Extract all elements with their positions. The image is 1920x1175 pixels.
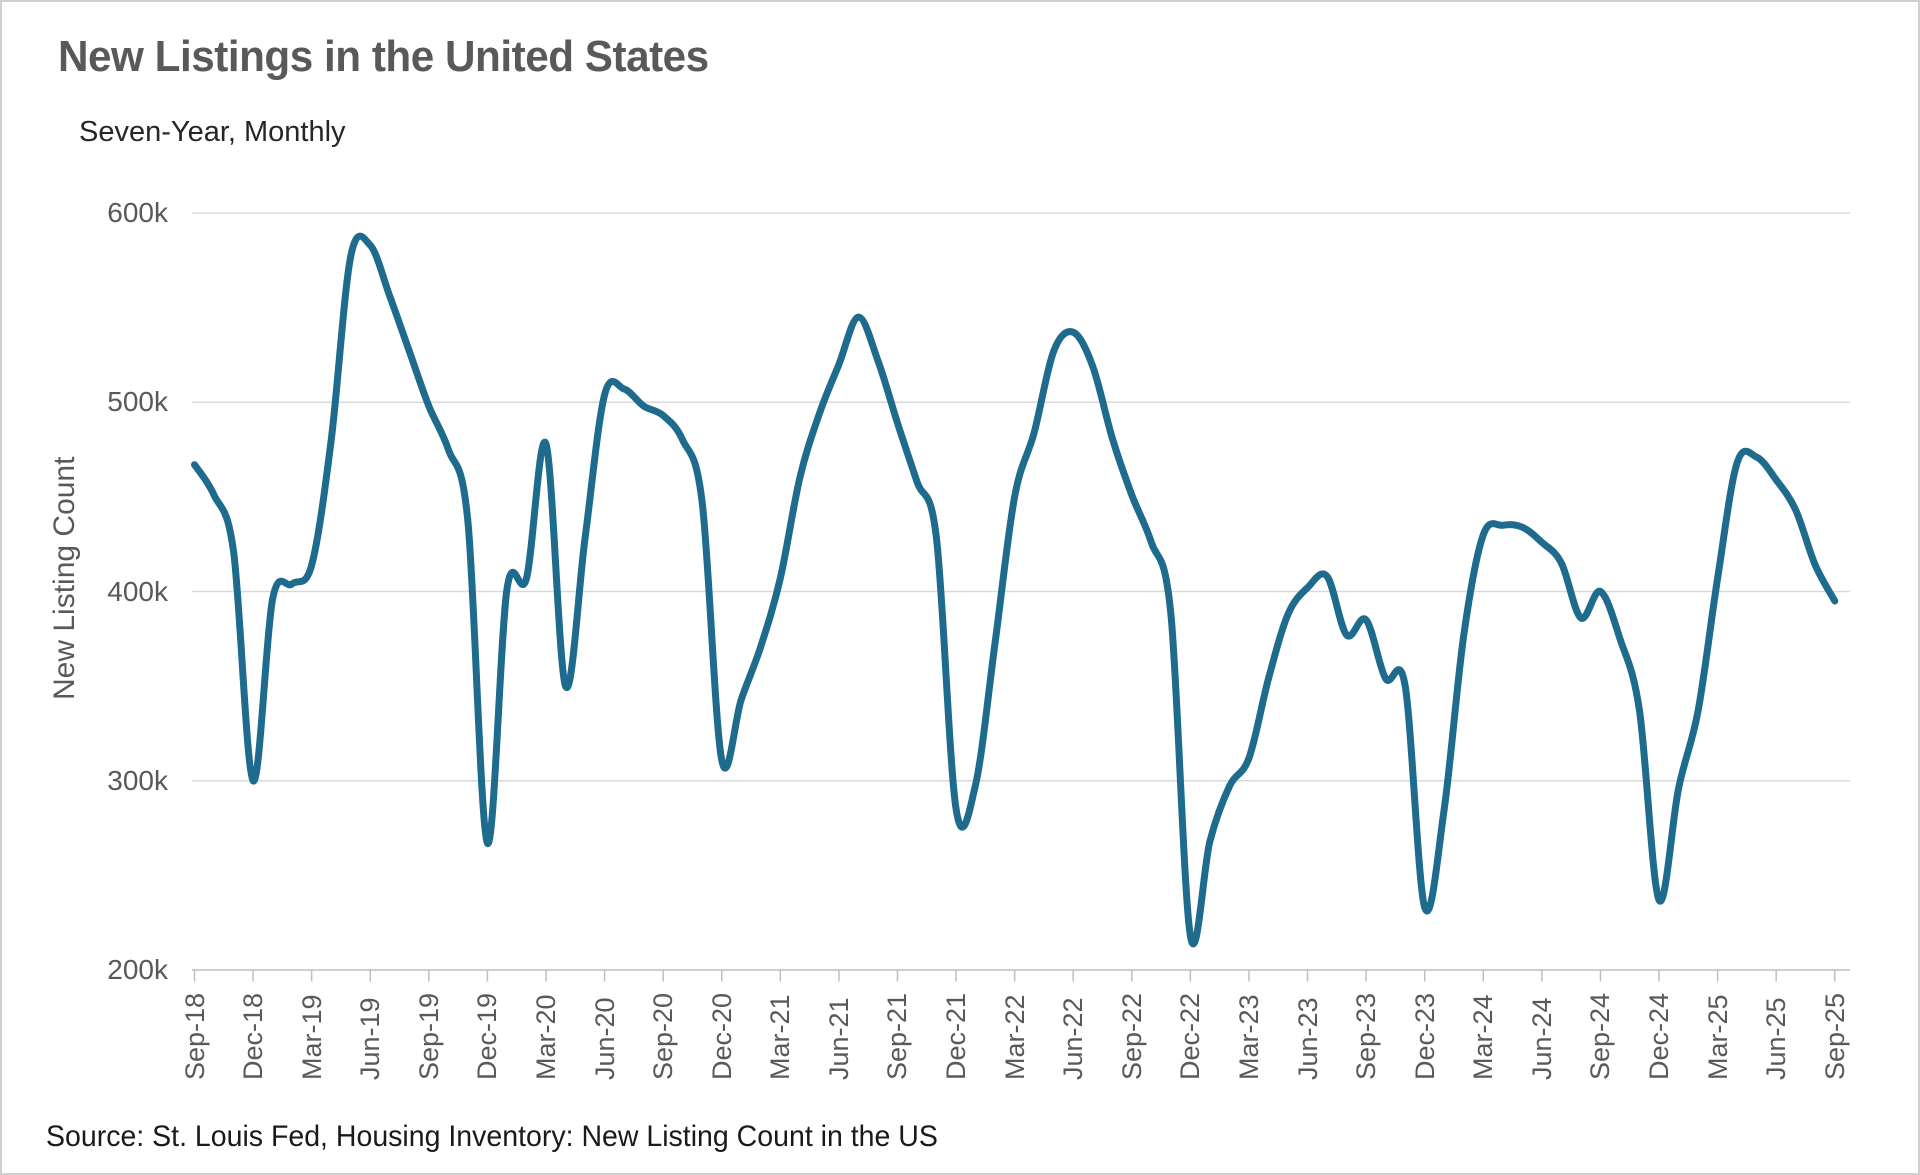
x-tick-label: Sep-25 xyxy=(1819,992,1850,1080)
x-tick-label: Mar-21 xyxy=(765,994,796,1080)
y-tick-label: 400k xyxy=(107,575,168,607)
x-tick-label: Sep-24 xyxy=(1585,992,1616,1080)
x-tick-label: Mar-22 xyxy=(999,994,1030,1080)
x-tick-label: Sep-23 xyxy=(1351,992,1382,1080)
line-series-new-listings xyxy=(191,232,1839,948)
page-title: New Listings in the United States xyxy=(58,32,709,81)
page-subtitle: Seven-Year, Monthly xyxy=(79,116,346,148)
x-tick-label: Sep-20 xyxy=(648,992,679,1080)
y-tick-label: 600k xyxy=(107,197,168,228)
x-tick-label: Jun-19 xyxy=(355,997,386,1080)
x-tick-label: Dec-22 xyxy=(1175,992,1206,1080)
x-tick-label: Mar-19 xyxy=(296,994,327,1080)
x-tick-label: Jun-22 xyxy=(1058,997,1089,1080)
x-tick-label: Sep-22 xyxy=(1116,992,1147,1080)
y-tick-label: 300k xyxy=(107,764,168,796)
x-tick-label: Mar-20 xyxy=(530,994,561,1080)
source-note: Source: St. Louis Fed, Housing Inventory… xyxy=(46,1120,938,1153)
x-tick-label: Mar-23 xyxy=(1233,994,1264,1080)
x-tick-label: Dec-24 xyxy=(1644,992,1675,1080)
y-tick-label: 500k xyxy=(107,386,168,418)
x-tick-label: Dec-20 xyxy=(706,992,737,1080)
x-tick-label: Jun-20 xyxy=(589,997,620,1080)
x-tick-label: Dec-19 xyxy=(472,992,503,1080)
x-tick-label: Sep-19 xyxy=(413,992,444,1080)
x-tick-label: Dec-23 xyxy=(1409,992,1440,1080)
x-tick-label: Sep-21 xyxy=(882,992,913,1080)
x-tick-label: Jun-21 xyxy=(823,997,854,1080)
x-tick-label: Sep-18 xyxy=(179,992,210,1080)
x-tick-label: Jun-25 xyxy=(1761,997,1792,1080)
x-tick-label: Dec-21 xyxy=(941,992,972,1080)
x-tick-label: Mar-24 xyxy=(1468,994,1499,1080)
x-tick-label: Jun-23 xyxy=(1292,997,1323,1080)
y-tick-label: 200k xyxy=(107,954,168,985)
x-tick-label: Jun-24 xyxy=(1526,997,1557,1080)
x-tick-label: Mar-25 xyxy=(1702,994,1733,1080)
x-tick-label: Dec-18 xyxy=(238,992,269,1080)
